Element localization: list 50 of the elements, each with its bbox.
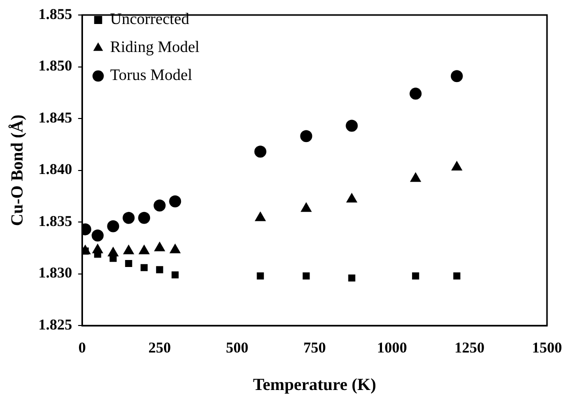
point — [300, 130, 312, 142]
point — [348, 274, 356, 282]
point — [254, 146, 266, 158]
point — [410, 88, 422, 100]
point — [140, 264, 148, 272]
x-tick-label: 1000 — [377, 340, 408, 356]
x-tick-label: 0 — [78, 340, 86, 356]
point — [453, 272, 460, 280]
y-tick-label: 1.850 — [38, 58, 72, 75]
x-tick-label: 750 — [303, 340, 326, 356]
y-tick-label: 1.855 — [38, 6, 72, 23]
point — [169, 195, 182, 208]
x-tick-label: 1500 — [532, 340, 562, 356]
point — [138, 212, 150, 224]
point — [302, 272, 310, 280]
point — [169, 244, 181, 254]
point — [172, 271, 179, 278]
point — [154, 200, 166, 212]
legend-label: Riding Model — [110, 39, 200, 56]
point — [410, 172, 422, 182]
point — [125, 260, 132, 268]
point — [123, 244, 134, 254]
x-axis-title: Temperature (K) — [252, 375, 376, 394]
y-tick-label: 1.840 — [38, 162, 72, 178]
point — [92, 230, 104, 242]
legend-label: Torus Model — [110, 67, 193, 84]
y-tick-label: 1.830 — [38, 266, 72, 282]
point — [138, 244, 150, 254]
x-tick-label: 250 — [148, 340, 171, 356]
point — [451, 160, 462, 170]
legend-label: Uncorrected — [110, 11, 190, 28]
point — [450, 70, 463, 82]
point — [108, 246, 119, 256]
point — [92, 244, 104, 254]
point — [300, 202, 312, 212]
point — [412, 272, 420, 280]
x-tick-label: 500 — [226, 340, 248, 356]
point — [254, 211, 266, 222]
y-tick-label: 1.825 — [38, 317, 72, 334]
point — [156, 266, 164, 274]
point — [154, 241, 166, 252]
point — [346, 192, 358, 203]
point — [107, 220, 120, 232]
point — [256, 272, 264, 280]
y-tick-label: 1.845 — [38, 110, 72, 126]
x-tick-label: 1250 — [454, 340, 485, 356]
y-tick-label: 1.835 — [38, 214, 72, 230]
y-axis-title: Cu-O Bond (Å) — [8, 114, 27, 226]
point — [346, 120, 358, 132]
point — [122, 212, 135, 224]
